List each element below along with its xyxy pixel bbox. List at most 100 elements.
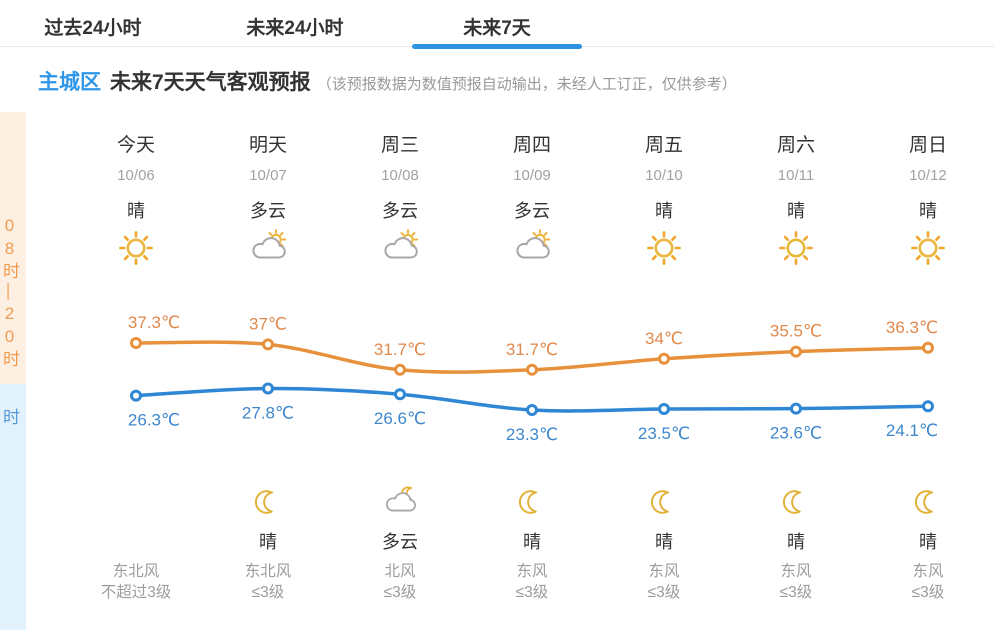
tab-next-7d[interactable]: 未来7天	[412, 0, 582, 49]
wind-direction: 东风	[648, 563, 680, 580]
temp-point	[922, 341, 934, 354]
forecast-column-night: 多云 北风 ≤3级	[334, 484, 466, 603]
forecast-column-night: 晴东北风 ≤3级	[202, 484, 334, 603]
cloud-moon-icon	[382, 484, 418, 528]
sun-icon	[644, 228, 684, 270]
temp-value-label: 24.1℃	[886, 421, 938, 440]
temp-value-label: 34℃	[645, 329, 683, 348]
temp-value-label: 37℃	[249, 314, 287, 333]
day-condition: 晴	[787, 201, 805, 221]
tab-bar: 过去24小时 未来24小时 未来7天	[0, 0, 994, 49]
forecast-column-night: 晴东风 ≤3级	[466, 484, 598, 603]
temp-value-label: 27.8℃	[242, 404, 294, 423]
temp-value-label: 36.3℃	[886, 318, 938, 337]
wind-level: ≤3级	[515, 584, 549, 601]
cloud-sun-icon	[512, 228, 552, 270]
day-name: 今天	[116, 135, 155, 156]
sun-icon	[908, 228, 948, 270]
wind-direction: 东风	[780, 563, 812, 580]
wind-direction: 东风	[516, 563, 548, 580]
day-date: 10/11	[777, 167, 815, 184]
day-period-strip: 白天 08时—20时	[0, 112, 26, 384]
forecast-column-night: 晴东风 ≤3级	[730, 484, 862, 603]
temp-point	[130, 389, 142, 402]
day-date: 10/09	[513, 167, 551, 184]
night-condition: 晴	[919, 532, 937, 552]
day-condition: 多云	[382, 201, 418, 221]
day-date: 10/10	[645, 167, 683, 184]
disclaimer-note: （该预报数据为数值预报自动输出，未经人工订正，仅供参考）	[316, 76, 737, 93]
temp-value-label: 31.7℃	[374, 340, 426, 359]
day-name: 周日	[908, 135, 947, 156]
day-name: 周三	[380, 135, 419, 156]
temp-point	[262, 382, 274, 395]
night-forecast-row: 东北风 不超过3级 晴东北风 ≤3级 多云 北风 ≤3级 晴东风 ≤3级 晴东风 ≤3级 晴东风 ≤3级…	[70, 484, 994, 603]
temp-point	[658, 352, 670, 365]
day-condition: 晴	[127, 201, 145, 221]
forecast-column: 周日 10/12 晴	[862, 130, 994, 270]
wind-level: ≤3级	[251, 584, 285, 601]
wind-level: 不超过3级	[100, 584, 172, 601]
forecast-column: 明天 10/07 多云	[202, 130, 334, 270]
day-name: 周五	[644, 135, 683, 156]
forecast-header: 主城区 未来7天天气客观预报 （该预报数据为数值预报自动输出，未经人工订正，仅供参考…	[38, 66, 737, 96]
wind-level: ≤3级	[647, 584, 681, 601]
day-date: 10/12	[909, 167, 947, 184]
forecast-column-night: 晴东风 ≤3级	[862, 484, 994, 603]
tab-next-24h[interactable]: 未来24小时	[246, 18, 344, 39]
temp-value-label: 26.6℃	[374, 409, 426, 428]
day-date: 10/07	[249, 167, 287, 184]
temp-value-label: 23.5℃	[638, 424, 690, 443]
day-date: 10/08	[381, 167, 419, 184]
forecast-column: 今天 10/06 晴	[70, 130, 202, 270]
temp-value-label: 23.6℃	[770, 424, 822, 443]
temp-value-label: 31.7℃	[506, 340, 558, 359]
temp-value-label: 26.3℃	[128, 411, 180, 430]
day-forecast-row: 今天 10/06 晴 明天 10/07 多云 周三 10/08 多云 周四 10/09 多云 周五 10/…	[70, 130, 994, 270]
day-period-label: 白天	[22, 120, 26, 164]
temp-point	[130, 337, 142, 349]
day-date: 10/06	[117, 167, 155, 184]
wind-direction: 北风	[384, 563, 416, 580]
night-condition: 晴	[655, 532, 673, 552]
moon-icon	[778, 484, 814, 528]
forecast-column-night: 晴东风 ≤3级	[598, 484, 730, 603]
forecast-column: 周三 10/08 多云	[334, 130, 466, 270]
moon-icon	[910, 484, 946, 528]
temp-point	[658, 403, 670, 415]
temp-point	[790, 402, 802, 415]
day-period-time: 08时—20时	[0, 216, 19, 371]
temp-point	[922, 400, 934, 413]
day-name: 周四	[512, 135, 551, 156]
night-period-time: 昨天20时—当天08时	[0, 408, 19, 429]
active-tab-underline	[412, 44, 582, 49]
temperature-chart: 37.3℃ 37℃ 31.7℃ 31.7℃ 34℃ 35.5℃ 36.3℃ 26.3℃ 27.8…	[70, 292, 994, 472]
cloud-sun-icon	[248, 228, 288, 270]
day-condition: 晴	[919, 201, 937, 221]
wind-direction: 东风	[912, 563, 944, 580]
forecast-column: 周五 10/10 晴	[598, 130, 730, 270]
wind-level: ≤3级	[911, 584, 945, 601]
sun-icon	[116, 228, 156, 270]
temp-point	[526, 404, 538, 416]
temp-value-label: 23.3℃	[506, 425, 558, 444]
night-condition: 晴	[259, 532, 277, 552]
day-condition: 多云	[514, 201, 550, 221]
moon-icon	[646, 484, 682, 528]
temp-point	[394, 363, 406, 376]
wind-direction: 东北风	[112, 563, 160, 580]
district-label: 主城区	[38, 71, 101, 94]
temp-value-label: 35.5℃	[770, 322, 822, 341]
temp-point	[526, 363, 538, 376]
tab-label: 未来7天	[463, 18, 531, 39]
wind-level: ≤3级	[383, 584, 417, 601]
temp-point	[394, 388, 406, 401]
day-name: 明天	[248, 135, 287, 156]
sun-icon	[776, 228, 816, 270]
tab-past-24h[interactable]: 过去24小时	[44, 18, 142, 39]
wind-level: ≤3级	[779, 584, 813, 601]
temp-point	[790, 345, 802, 358]
temp-value-label: 37.3℃	[128, 313, 180, 332]
night-condition: 晴	[787, 532, 805, 552]
moon-icon	[514, 484, 550, 528]
